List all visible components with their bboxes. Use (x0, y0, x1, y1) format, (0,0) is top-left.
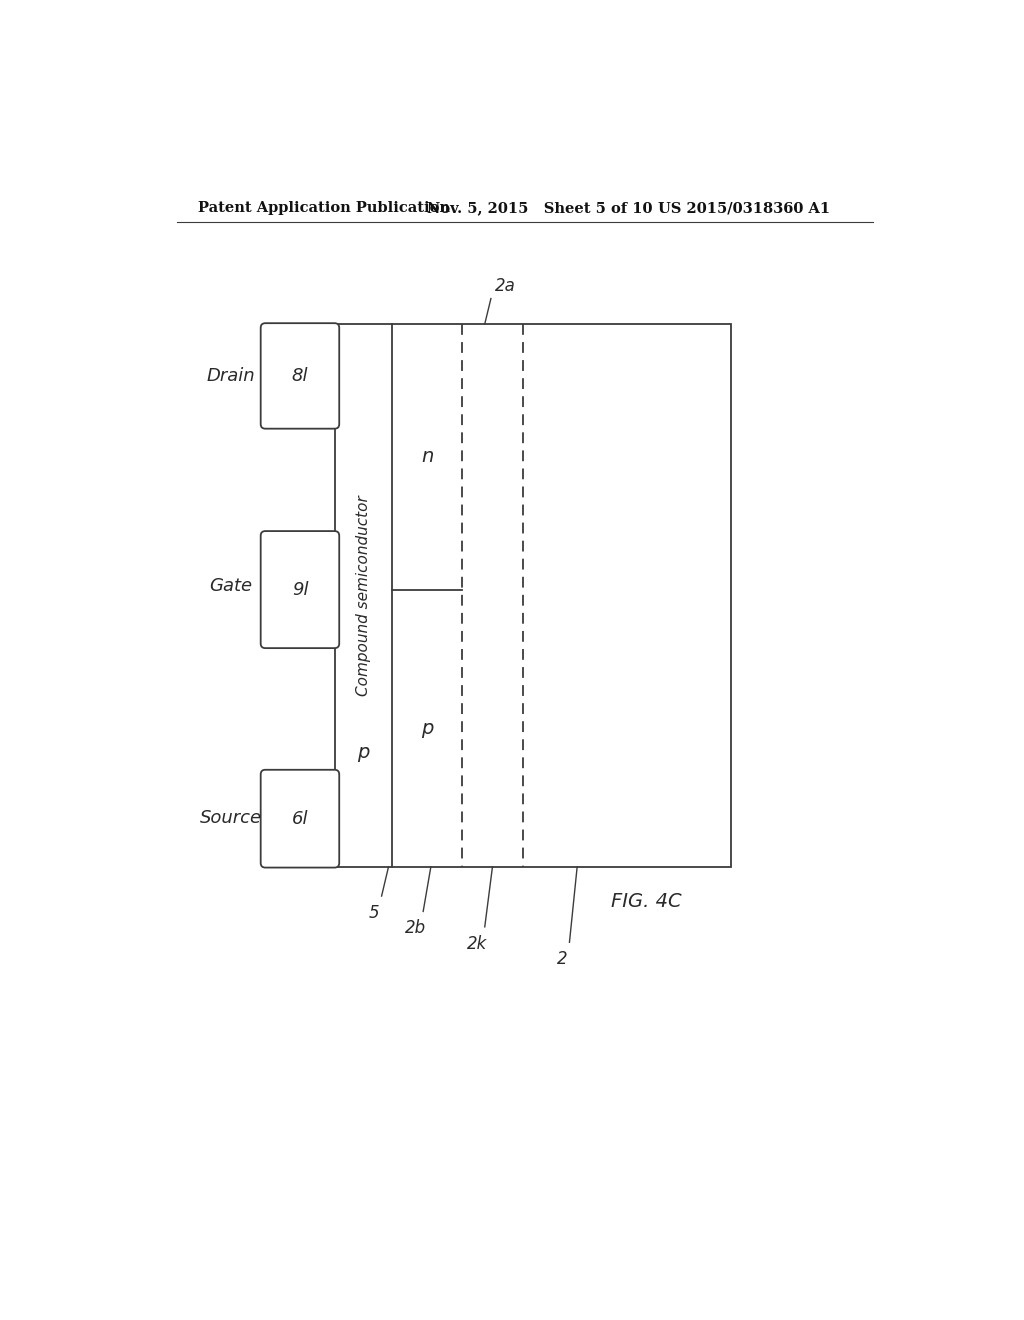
Text: Patent Application Publication: Patent Application Publication (199, 202, 451, 215)
Text: Nov. 5, 2015   Sheet 5 of 10: Nov. 5, 2015 Sheet 5 of 10 (427, 202, 652, 215)
Text: 2: 2 (556, 950, 567, 968)
Text: Drain: Drain (207, 367, 255, 384)
Text: 8l: 8l (292, 367, 308, 385)
Text: 2k: 2k (467, 935, 487, 953)
FancyBboxPatch shape (261, 531, 339, 648)
Bar (335, 323, 731, 867)
Text: FIG. 4C: FIG. 4C (611, 892, 682, 911)
Text: Gate: Gate (209, 577, 252, 595)
Text: p: p (357, 743, 370, 762)
FancyBboxPatch shape (261, 770, 339, 867)
Text: 2a: 2a (495, 277, 516, 296)
FancyBboxPatch shape (261, 323, 339, 429)
Text: 6l: 6l (292, 809, 308, 828)
Text: n: n (421, 447, 433, 466)
Text: 5: 5 (369, 904, 379, 921)
Text: Compound semiconductor: Compound semiconductor (356, 495, 371, 696)
Text: p: p (421, 718, 433, 738)
Text: 2b: 2b (404, 919, 426, 937)
Text: Source: Source (200, 809, 262, 828)
Text: US 2015/0318360 A1: US 2015/0318360 A1 (658, 202, 830, 215)
Text: 9l: 9l (292, 581, 308, 598)
